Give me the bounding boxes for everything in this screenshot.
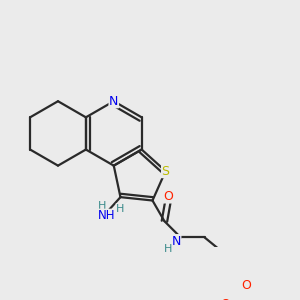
Text: NH: NH (98, 209, 116, 222)
Text: H: H (98, 201, 106, 211)
Text: N: N (109, 95, 119, 108)
Text: O: O (220, 298, 230, 300)
Text: H: H (164, 244, 172, 254)
Text: N: N (171, 235, 181, 248)
Text: H: H (116, 204, 124, 214)
Text: S: S (162, 165, 170, 178)
Text: O: O (242, 279, 252, 292)
Text: O: O (163, 190, 173, 203)
